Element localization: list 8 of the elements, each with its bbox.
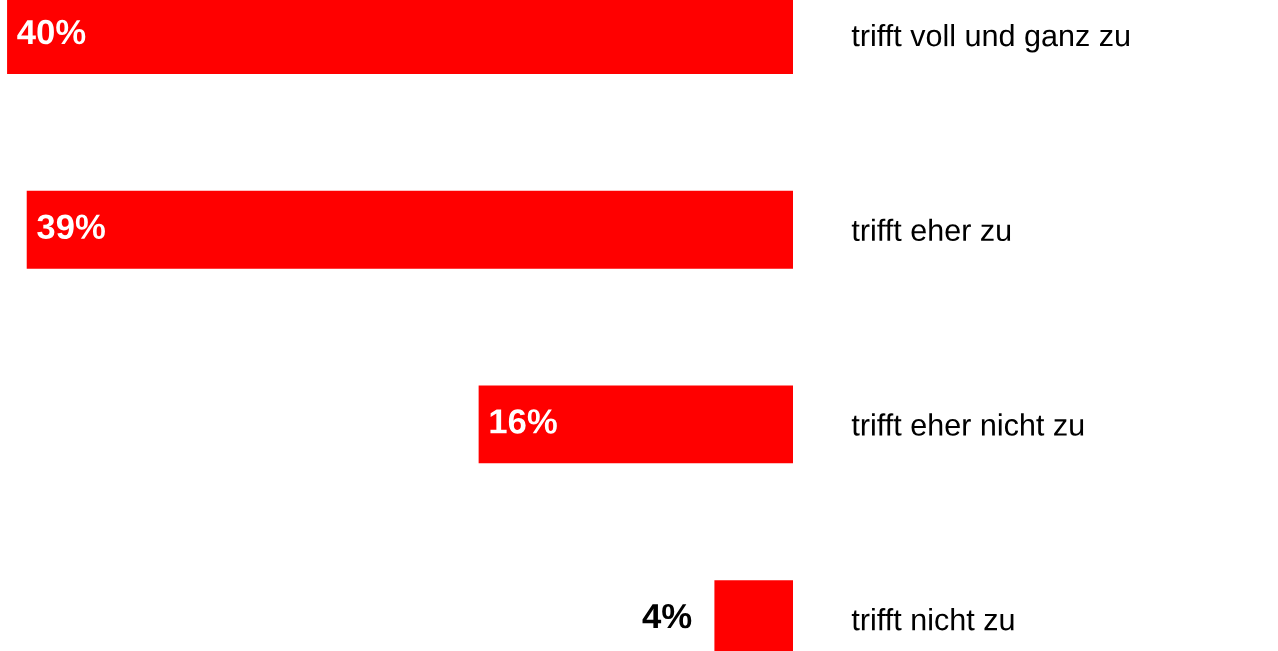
y-tick-label: trifft nicht zu (851, 608, 1014, 631)
y-tick-label: trifft eher zu (851, 218, 1011, 242)
data-label: 39% (37, 214, 105, 240)
data-label: 16% (490, 409, 557, 434)
data-label: 40% (17, 19, 86, 45)
y-tick-label: trifft voll und ganz zu (851, 23, 1129, 53)
data-label: 4% (642, 603, 692, 629)
y-tick-label: trifft eher nicht zu (851, 413, 1084, 436)
